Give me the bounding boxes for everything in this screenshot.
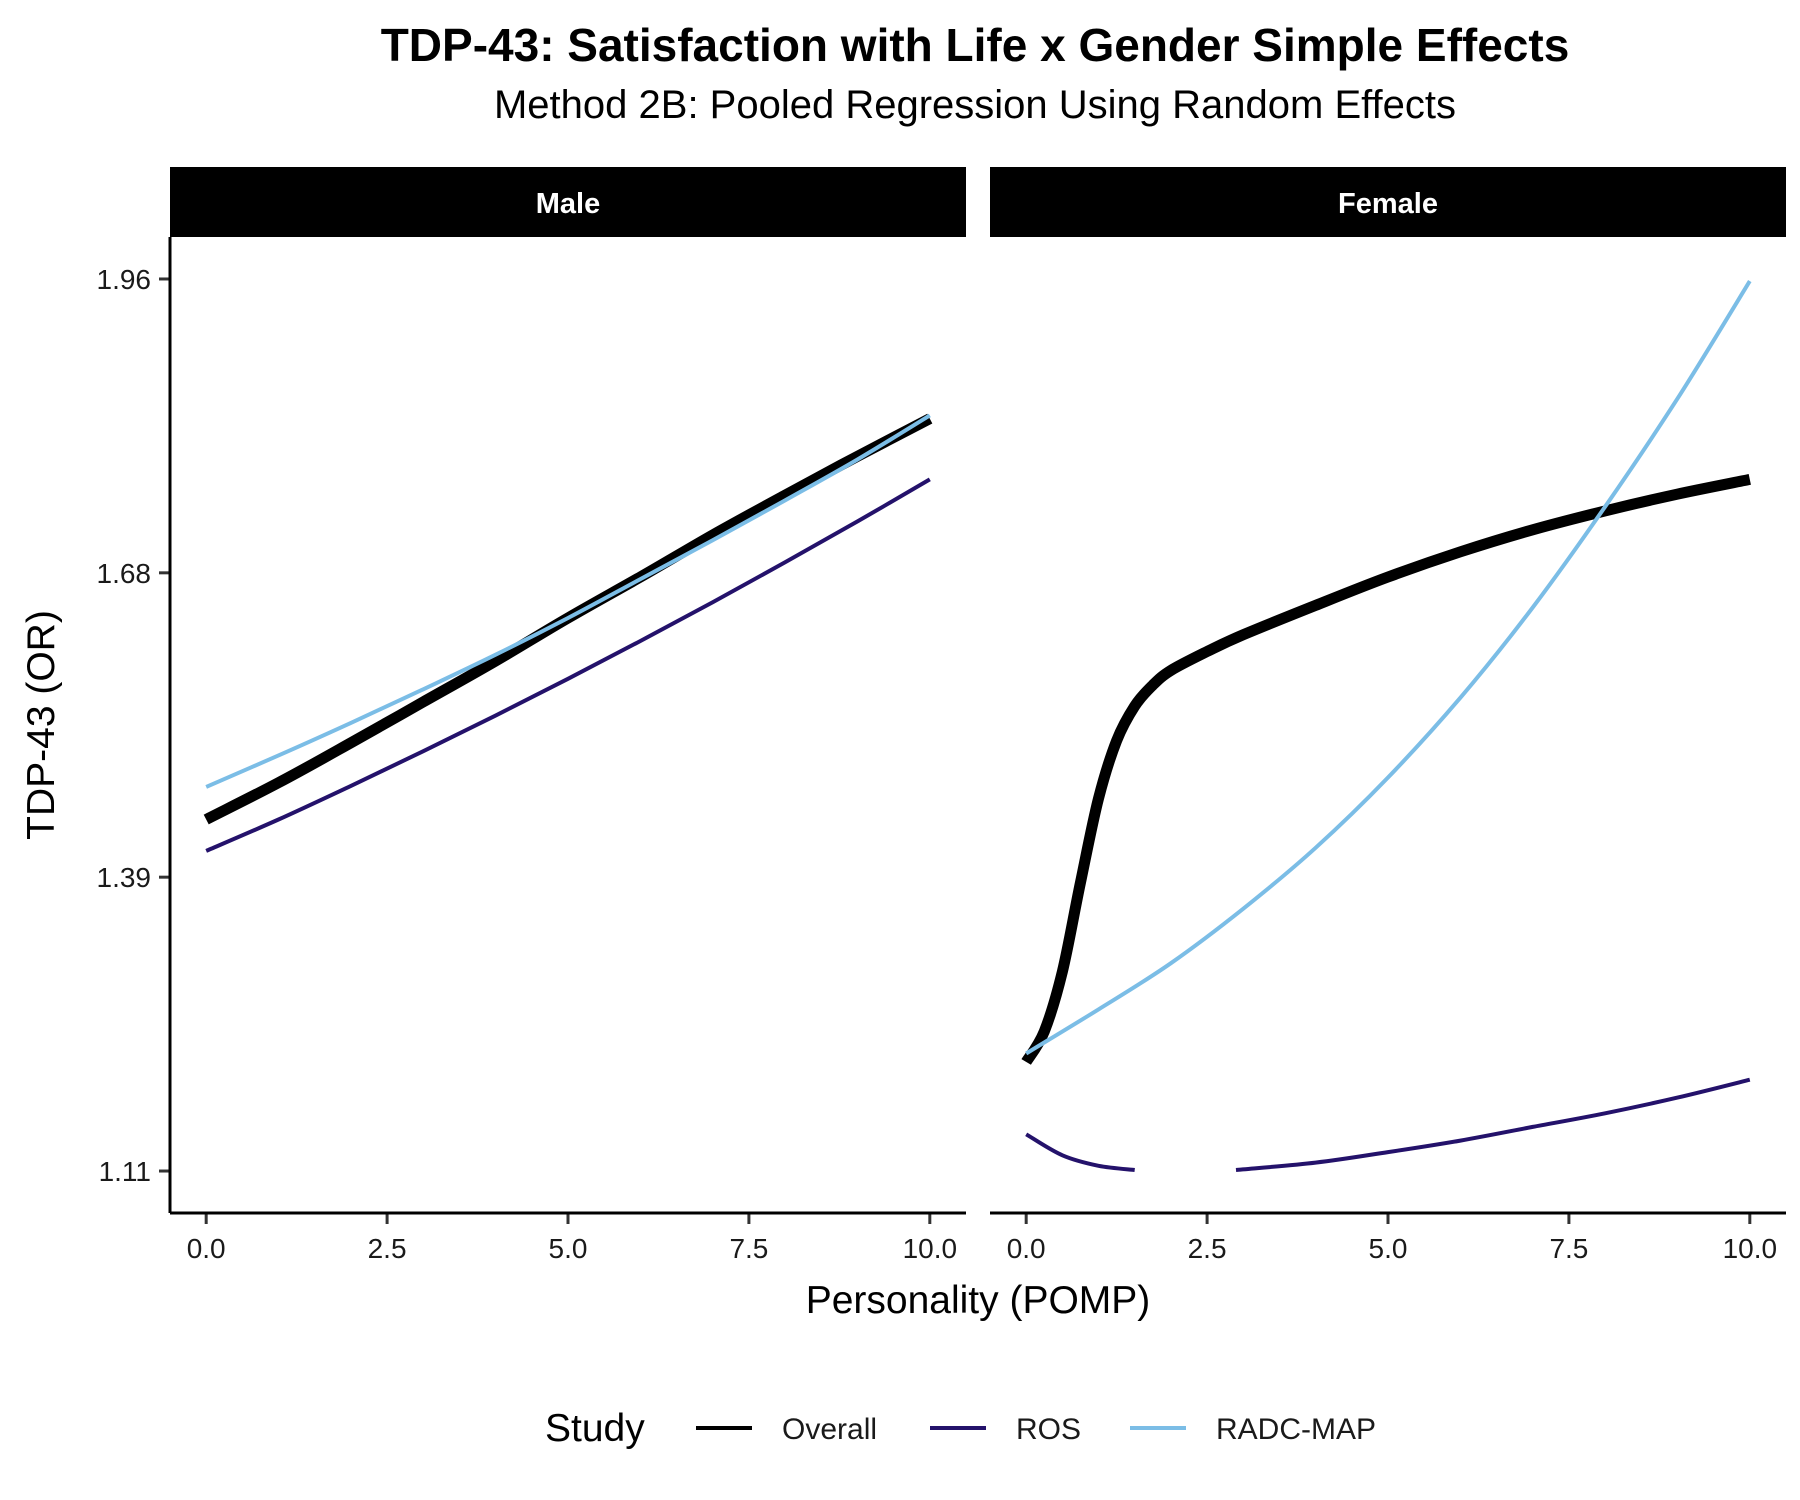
series-line-female-overall-0 [1021, 474, 1751, 1065]
x-ticks-male: 0.0 2.5 5.0 7.5 10.0 [187, 1213, 957, 1264]
x-tick-label-female-3: 7.5 [1549, 1233, 1588, 1264]
panel-female: Female 0.0 2.5 5.0 7.5 10.0 [990, 167, 1786, 1264]
x-tick-label-female-1: 2.5 [1188, 1233, 1227, 1264]
chart-title: TDP-43: Satisfaction with Life x Gender … [381, 19, 1570, 71]
panel-male: Male 0.0 2.5 5.0 7.5 10.0 [170, 167, 966, 1264]
x-tick-label-male-0: 0.0 [187, 1233, 226, 1264]
series-layer-male [203, 413, 933, 853]
x-tick-label-male-2: 5.0 [549, 1233, 588, 1264]
x-tick-label-female-2: 5.0 [1369, 1233, 1408, 1264]
y-axis-title: TDP-43 (OR) [20, 610, 63, 840]
x-axis-title: Personality (POMP) [806, 1279, 1151, 1322]
legend: Study Overall ROS RADC-MAP [545, 1407, 1376, 1450]
x-tick-label-male-1: 2.5 [368, 1233, 407, 1264]
series-line-male-radc-map-2 [205, 413, 931, 789]
x-ticks-female: 0.0 2.5 5.0 7.5 10.0 [1007, 1213, 1777, 1264]
legend-label-ros: ROS [1016, 1413, 1081, 1446]
series-layer-female [1021, 280, 1752, 1172]
strip-label-male: Male [536, 188, 600, 220]
series-line-female-ros-1 [1025, 1132, 1135, 1172]
series-line-female-radc-map-3 [1025, 280, 1752, 1056]
series-line-female-ros-2 [1235, 1077, 1751, 1172]
legend-title: Study [545, 1407, 645, 1450]
legend-label-radc-map: RADC-MAP [1216, 1413, 1376, 1446]
y-tick-label-0: 1.11 [99, 1156, 151, 1187]
strip-male [170, 167, 966, 237]
legend-label-overall: Overall [782, 1413, 877, 1446]
x-tick-label-male-4: 10.0 [903, 1233, 958, 1264]
x-tick-label-female-4: 10.0 [1723, 1233, 1778, 1264]
chart-subtitle: Method 2B: Pooled Regression Using Rando… [494, 83, 1456, 127]
y-tick-label-2: 1.68 [97, 558, 152, 589]
y-axis: 1.11 1.39 1.68 1.96 [97, 264, 170, 1187]
strip-female [990, 167, 1786, 237]
y-tick-label-3: 1.96 [97, 264, 152, 295]
x-tick-label-female-0: 0.0 [1007, 1233, 1046, 1264]
series-line-male-ros-1 [205, 477, 931, 853]
y-tick-label-1: 1.39 [97, 862, 152, 893]
strip-label-female: Female [1338, 188, 1438, 220]
x-tick-label-male-3: 7.5 [729, 1233, 768, 1264]
